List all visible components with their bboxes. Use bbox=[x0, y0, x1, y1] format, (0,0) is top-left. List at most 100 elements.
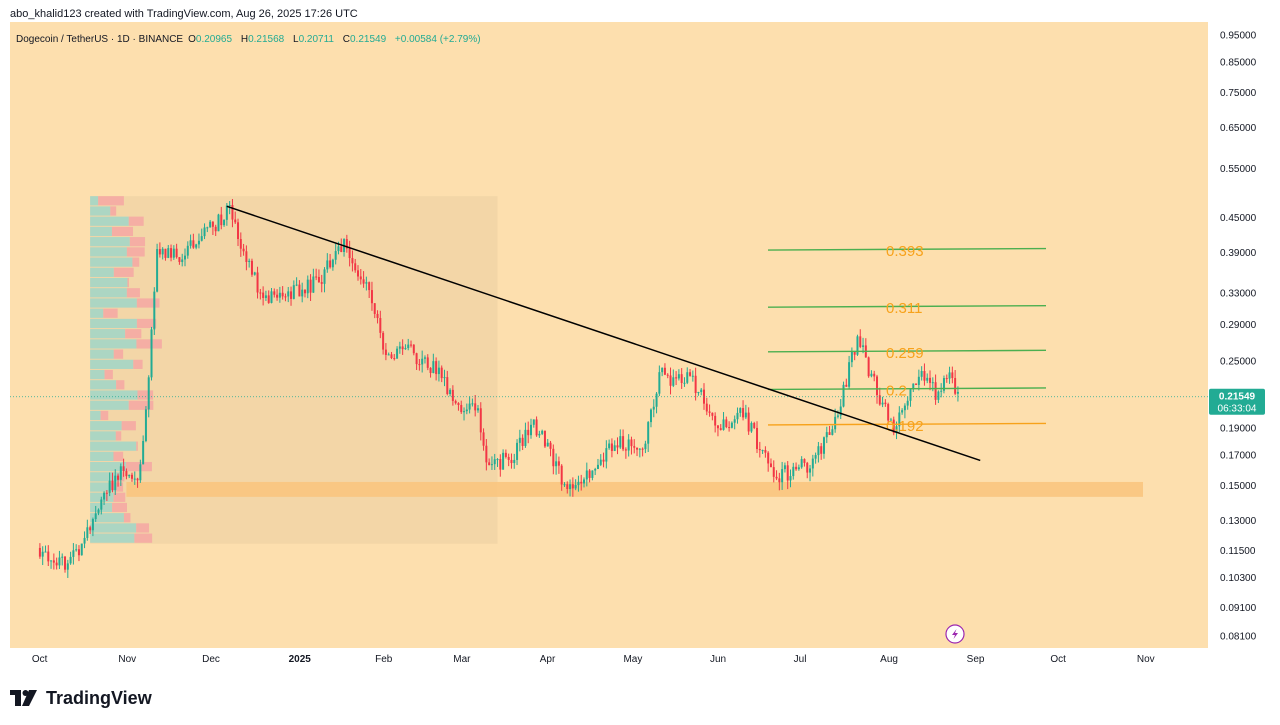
candle-body bbox=[412, 344, 415, 354]
candle-body bbox=[836, 415, 839, 417]
candle-body bbox=[323, 269, 326, 284]
volume-profile-bar-up bbox=[90, 441, 137, 451]
chart-credit: abo_khalid123 created with TradingView.c… bbox=[10, 8, 358, 20]
candle-body bbox=[811, 458, 814, 469]
candle-body bbox=[267, 295, 270, 303]
symbol-name: Dogecoin / TetherUS · 1D · BINANCE bbox=[16, 34, 183, 45]
volume-profile-bar-up bbox=[90, 257, 133, 267]
candle-body bbox=[527, 429, 530, 436]
candle-body bbox=[655, 393, 658, 407]
candle-body bbox=[370, 290, 373, 304]
candle-body bbox=[317, 276, 320, 283]
volume-profile-bar-up bbox=[90, 451, 114, 461]
support-zone-layer bbox=[126, 481, 1144, 497]
candle-body bbox=[345, 239, 348, 249]
candle-body bbox=[636, 447, 639, 450]
low-value: 0.20711 bbox=[299, 34, 335, 45]
candle-body bbox=[214, 226, 217, 232]
volume-profile-bar-up bbox=[90, 513, 124, 523]
price-tick-label: 0.10300 bbox=[1220, 573, 1257, 584]
volume-profile-bar-up bbox=[90, 472, 120, 482]
candle-body bbox=[786, 465, 789, 481]
candle-body bbox=[178, 257, 181, 263]
volume-profile-bar-down bbox=[126, 461, 152, 472]
candle-body bbox=[524, 429, 527, 446]
volume-profile-bar-up bbox=[90, 523, 137, 533]
candle-body bbox=[750, 423, 753, 432]
time-tick-label: Apr bbox=[540, 654, 556, 665]
candle-body bbox=[114, 475, 117, 491]
chart-frame[interactable]: 0.393 0.311 0.259 0.2 0.192 0.95000 0.85000 0.… bbox=[10, 22, 1270, 670]
candle-body bbox=[326, 260, 329, 270]
time-tick-label: Dec bbox=[202, 654, 220, 665]
candle-body bbox=[390, 354, 393, 359]
candle-body bbox=[142, 440, 145, 465]
candle-body bbox=[111, 480, 114, 491]
candle-body bbox=[538, 433, 541, 436]
candle-body bbox=[449, 389, 452, 394]
candle-body bbox=[83, 537, 86, 544]
volume-profile-bar-up bbox=[90, 410, 101, 421]
candle-body bbox=[644, 443, 647, 450]
candle-body bbox=[77, 549, 80, 556]
candle-body bbox=[697, 392, 700, 394]
candle-body bbox=[588, 470, 591, 478]
candle-body bbox=[52, 560, 55, 563]
price-tick-label: 0.29000 bbox=[1220, 320, 1257, 331]
candle-body bbox=[387, 354, 390, 356]
candle-body bbox=[55, 562, 58, 566]
candle-body bbox=[669, 375, 672, 386]
time-tick-label: Feb bbox=[375, 654, 393, 665]
candle-body bbox=[616, 445, 619, 448]
candle-body bbox=[44, 551, 47, 553]
candle-body bbox=[803, 459, 806, 463]
candle-body bbox=[91, 519, 94, 531]
candle-body bbox=[535, 419, 538, 436]
candle-body bbox=[463, 411, 466, 413]
candle-body bbox=[677, 374, 680, 379]
volume-profile-bar-up bbox=[90, 206, 111, 216]
candle-body bbox=[610, 443, 613, 451]
time-tick-label: May bbox=[623, 654, 642, 665]
candle-body bbox=[764, 450, 767, 453]
level-line-0.192 bbox=[767, 422, 1047, 426]
price-axis[interactable]: 0.95000 0.85000 0.75000 0.65000 0.55000 0.450… bbox=[1220, 31, 1257, 643]
candle-body bbox=[485, 445, 488, 463]
volume-profile-bar-up bbox=[90, 349, 114, 359]
candle-body bbox=[719, 428, 722, 430]
candle-body bbox=[119, 466, 122, 480]
candle-body bbox=[105, 492, 108, 494]
volume-profile-bar-down bbox=[123, 513, 131, 523]
candle-body bbox=[714, 415, 717, 426]
price-tick-label: 0.75000 bbox=[1220, 88, 1257, 99]
candle-body bbox=[203, 227, 206, 237]
candle-body bbox=[627, 439, 630, 451]
level-line-0.259 bbox=[767, 349, 1047, 353]
price-tick-label: 0.25000 bbox=[1220, 356, 1257, 367]
volume-profile-bar-up bbox=[90, 339, 137, 349]
price-tick-label: 0.39000 bbox=[1220, 248, 1257, 259]
candle-body bbox=[197, 240, 200, 245]
last-price-badge: 0.21549 06:33:04 bbox=[1209, 388, 1265, 415]
candle-body bbox=[446, 377, 449, 394]
candle-body bbox=[716, 425, 719, 429]
time-axis[interactable]: Oct Nov Dec 2025 Feb Mar Apr May Jun Jul Aug Sep Oct… bbox=[32, 654, 1155, 665]
price-tick-label: 0.45000 bbox=[1220, 213, 1257, 224]
volume-profile-bar-down bbox=[126, 288, 140, 298]
candle-body bbox=[647, 422, 650, 444]
candle-body bbox=[376, 313, 379, 319]
bar-countdown: 06:33:04 bbox=[1218, 404, 1257, 415]
candle-body bbox=[278, 292, 281, 298]
candle-body bbox=[156, 249, 159, 292]
trendline-layer[interactable] bbox=[226, 205, 981, 462]
candle-body bbox=[457, 403, 460, 405]
candle-body bbox=[661, 367, 664, 373]
candle-body bbox=[130, 474, 133, 479]
price-tick-label: 0.55000 bbox=[1220, 164, 1257, 175]
candle-body bbox=[775, 476, 778, 479]
time-tick-label: Aug bbox=[880, 654, 898, 665]
candle-body bbox=[898, 412, 901, 427]
lightning-icon[interactable] bbox=[945, 624, 965, 644]
candle-body bbox=[220, 214, 223, 226]
